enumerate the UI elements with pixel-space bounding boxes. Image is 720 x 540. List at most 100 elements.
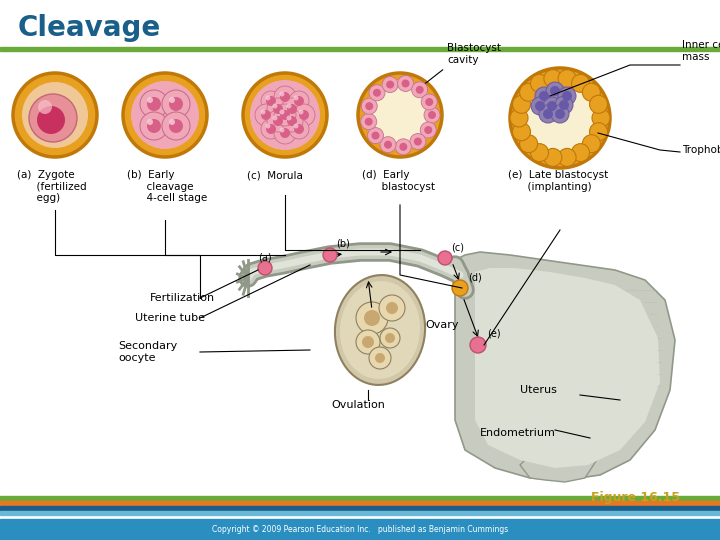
Circle shape — [299, 110, 309, 120]
Text: (d): (d) — [468, 272, 482, 282]
Circle shape — [582, 83, 600, 102]
Circle shape — [513, 123, 531, 141]
Circle shape — [131, 81, 199, 149]
Circle shape — [272, 116, 277, 120]
Circle shape — [299, 110, 304, 114]
Circle shape — [140, 112, 168, 140]
Circle shape — [29, 94, 77, 142]
Circle shape — [382, 77, 398, 92]
Circle shape — [293, 104, 315, 126]
Circle shape — [294, 96, 304, 106]
Circle shape — [510, 109, 528, 127]
Circle shape — [385, 333, 395, 343]
Circle shape — [38, 100, 52, 114]
Circle shape — [397, 76, 413, 91]
Text: (c)  Morula: (c) Morula — [247, 170, 303, 180]
Circle shape — [356, 330, 380, 354]
Circle shape — [590, 123, 608, 141]
Bar — [0, 501, 720, 506]
Circle shape — [539, 91, 549, 101]
Circle shape — [274, 104, 296, 126]
Circle shape — [279, 127, 284, 132]
Circle shape — [582, 134, 600, 153]
Circle shape — [546, 82, 564, 100]
Circle shape — [414, 138, 422, 145]
Circle shape — [287, 116, 292, 120]
Circle shape — [555, 96, 573, 114]
Circle shape — [535, 101, 545, 111]
Circle shape — [261, 91, 281, 111]
Circle shape — [266, 96, 271, 100]
Text: (a)  Zygote
      (fertilized
      egg): (a) Zygote (fertilized egg) — [17, 170, 86, 203]
Circle shape — [169, 97, 183, 111]
Circle shape — [261, 119, 281, 139]
Circle shape — [531, 75, 549, 92]
Circle shape — [572, 75, 590, 92]
Circle shape — [380, 137, 396, 153]
Circle shape — [402, 79, 410, 87]
Circle shape — [558, 148, 576, 166]
Circle shape — [535, 87, 553, 105]
Circle shape — [539, 105, 557, 123]
Circle shape — [424, 126, 432, 134]
Text: Blastocyst
cavity: Blastocyst cavity — [447, 43, 501, 65]
Circle shape — [367, 127, 384, 144]
Circle shape — [287, 116, 297, 126]
Circle shape — [147, 97, 161, 111]
Circle shape — [266, 124, 276, 134]
Circle shape — [243, 73, 327, 157]
Circle shape — [562, 91, 572, 101]
Ellipse shape — [335, 275, 425, 385]
Circle shape — [362, 336, 374, 348]
Circle shape — [520, 134, 538, 153]
Circle shape — [384, 140, 392, 148]
Circle shape — [531, 97, 549, 115]
Text: Fertilization: Fertilization — [150, 293, 215, 303]
Circle shape — [544, 70, 562, 87]
Circle shape — [550, 86, 560, 96]
Text: (b): (b) — [336, 238, 350, 248]
Circle shape — [281, 110, 303, 132]
Circle shape — [279, 91, 284, 97]
Circle shape — [365, 80, 435, 150]
Circle shape — [410, 133, 426, 150]
Circle shape — [361, 113, 377, 130]
Bar — [0, 496, 720, 501]
Circle shape — [261, 110, 271, 120]
Circle shape — [415, 86, 423, 94]
Circle shape — [169, 119, 183, 133]
Text: (e): (e) — [487, 329, 500, 339]
Circle shape — [531, 144, 549, 161]
Text: Inner cell
mass: Inner cell mass — [682, 40, 720, 62]
Ellipse shape — [340, 281, 420, 379]
Text: Uterine tube: Uterine tube — [135, 313, 205, 323]
Circle shape — [22, 82, 88, 148]
Circle shape — [273, 104, 283, 114]
Text: Uterus: Uterus — [520, 385, 557, 395]
Circle shape — [169, 97, 175, 103]
Text: Ovulation: Ovulation — [331, 400, 385, 410]
Circle shape — [361, 98, 377, 114]
Circle shape — [323, 248, 337, 262]
Circle shape — [356, 302, 388, 334]
Circle shape — [294, 124, 299, 129]
Text: (c): (c) — [451, 242, 464, 252]
Text: (b)  Early
      cleavage
      4-cell stage: (b) Early cleavage 4-cell stage — [127, 170, 207, 203]
Circle shape — [379, 295, 405, 321]
Circle shape — [424, 107, 440, 123]
Circle shape — [426, 98, 433, 106]
Circle shape — [267, 110, 289, 132]
Circle shape — [510, 68, 610, 168]
Circle shape — [380, 328, 400, 348]
Circle shape — [590, 96, 608, 113]
Circle shape — [400, 143, 408, 151]
Circle shape — [266, 124, 271, 129]
Text: Secondary
oocyte: Secondary oocyte — [118, 341, 177, 363]
Circle shape — [369, 347, 391, 369]
Circle shape — [372, 132, 379, 139]
Circle shape — [375, 353, 385, 363]
Circle shape — [279, 110, 284, 114]
Circle shape — [364, 310, 380, 326]
Circle shape — [289, 91, 309, 111]
Text: Endometrium: Endometrium — [480, 428, 556, 438]
